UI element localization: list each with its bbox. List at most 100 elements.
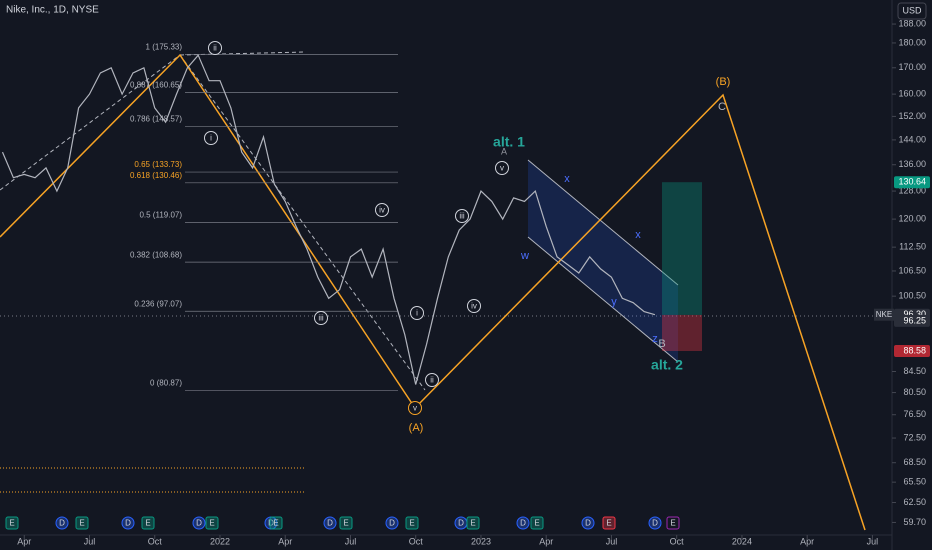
wave-annotation: x xyxy=(635,229,641,241)
event-marker xyxy=(385,516,399,530)
wave-label: iii xyxy=(459,212,465,221)
y-tick-label: 68.50 xyxy=(903,457,926,467)
channel-edge xyxy=(527,236,679,363)
symbol-badge xyxy=(874,308,894,321)
x-tick-label: Oct xyxy=(148,536,163,546)
event-marker xyxy=(5,516,19,530)
wave-annotation: w xyxy=(520,250,529,262)
wave-circle xyxy=(425,373,439,387)
y-tick-label: 180.00 xyxy=(898,37,926,47)
event-label: D xyxy=(458,519,464,528)
wave-label: i xyxy=(210,134,212,143)
y-tick-label: 100.50 xyxy=(898,291,926,301)
event-marker xyxy=(323,516,337,530)
event-marker xyxy=(602,516,616,530)
wave-annotation: alt. 1 xyxy=(493,134,525,150)
wave-circle xyxy=(410,306,424,320)
wave-label: v xyxy=(500,164,504,173)
wave-circle xyxy=(455,209,469,223)
wave-label: iv xyxy=(471,302,477,311)
event-marker xyxy=(75,516,89,530)
x-tick-label: Oct xyxy=(409,536,424,546)
event-marker xyxy=(121,516,135,530)
fib-label: 0.5 (119.07) xyxy=(139,211,182,220)
event-label: D xyxy=(585,519,591,528)
y-tick-label: 72.50 xyxy=(903,432,926,442)
y-tick-label: 59.70 xyxy=(903,517,926,527)
event-marker xyxy=(205,516,219,530)
event-label: E xyxy=(273,519,278,528)
y-tick-label: 80.50 xyxy=(903,387,926,397)
y-tick-label: 62.50 xyxy=(903,497,926,507)
y-tick-label: 160.00 xyxy=(898,88,926,98)
event-marker xyxy=(516,516,530,530)
wave-annotation: x xyxy=(564,173,570,185)
wave-circle xyxy=(495,161,509,175)
event-label: D xyxy=(59,519,65,528)
event-label: E xyxy=(606,519,611,528)
event-marker xyxy=(339,516,353,530)
chart-title: Nike, Inc., 1D, NYSE xyxy=(6,5,99,16)
price-line xyxy=(1,54,656,385)
fib-label: 1 (175.33) xyxy=(146,42,183,51)
x-tick-label: 2023 xyxy=(471,536,491,546)
profit-zone xyxy=(662,182,702,315)
x-tick-label: Apr xyxy=(278,536,292,546)
y-tick-label: 106.50 xyxy=(898,265,926,275)
price-badge xyxy=(894,314,930,327)
wave-circle xyxy=(408,401,422,415)
event-label: E xyxy=(534,519,539,528)
y-tick-label: 65.50 xyxy=(903,477,926,487)
event-marker xyxy=(55,516,69,530)
price-badge-label: 96.25 xyxy=(903,315,926,325)
currency-box xyxy=(897,2,927,20)
event-label: E xyxy=(470,519,475,528)
x-tick-label: Jul xyxy=(867,536,879,546)
wave-annotation: (A) xyxy=(409,422,424,434)
y-tick-label: 188.00 xyxy=(898,18,926,28)
wave-circle xyxy=(204,131,218,145)
event-marker xyxy=(648,516,662,530)
wave-annotation: C xyxy=(718,101,726,113)
x-tick-label: Jul xyxy=(606,536,618,546)
event-label: D xyxy=(327,519,333,528)
event-label: E xyxy=(209,519,214,528)
trend-line xyxy=(179,54,426,391)
event-marker xyxy=(192,516,206,530)
event-marker xyxy=(530,516,544,530)
currency: USD xyxy=(902,5,922,15)
wave-annotation: B xyxy=(658,338,665,350)
symbol-label: NKE xyxy=(876,310,892,319)
event-label: E xyxy=(409,519,414,528)
x-tick-label: Jul xyxy=(345,536,357,546)
wave-annotation: alt. 2 xyxy=(651,357,683,373)
wave-label: ii xyxy=(430,376,434,385)
wave-label: ii xyxy=(213,44,217,53)
wave-label: i xyxy=(416,309,418,318)
wave-circle xyxy=(375,203,389,217)
wave-circle xyxy=(208,41,222,55)
event-marker xyxy=(466,516,480,530)
x-tick-label: Jul xyxy=(84,536,96,546)
wave-label: iii xyxy=(318,314,324,323)
y-tick-label: 120.00 xyxy=(898,213,926,223)
y-tick-label: 136.00 xyxy=(898,159,926,169)
wave-label: v xyxy=(413,404,417,413)
x-tick-label: 2022 xyxy=(210,536,230,546)
event-label: E xyxy=(9,519,14,528)
x-tick-label: 2024 xyxy=(732,536,752,546)
y-tick-label: 152.00 xyxy=(898,111,926,121)
x-tick-label: Apr xyxy=(800,536,814,546)
fib-label: 0.65 (133.73) xyxy=(134,160,182,169)
event-label: D xyxy=(196,519,202,528)
event-label: D xyxy=(268,519,274,528)
channel-edge xyxy=(527,159,679,286)
event-label: D xyxy=(520,519,526,528)
event-label: D xyxy=(125,519,131,528)
wave-annotation: z xyxy=(652,333,658,345)
price-badge-label: 130.64 xyxy=(898,177,926,187)
y-tick-label: 128.00 xyxy=(898,185,926,195)
y-tick-label: 84.50 xyxy=(903,366,926,376)
event-marker xyxy=(581,516,595,530)
